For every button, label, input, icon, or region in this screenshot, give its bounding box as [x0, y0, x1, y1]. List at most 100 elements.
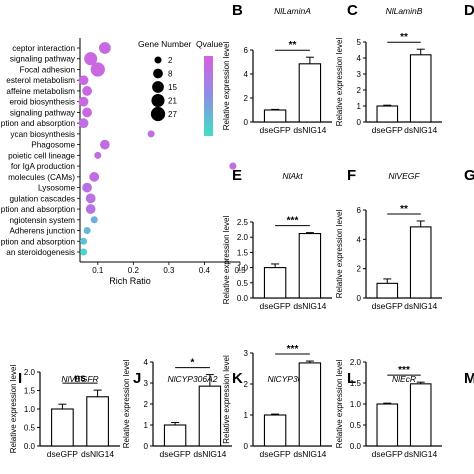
bar-panel-b: B NlLaminA 0 2 4 6 Relative expression level ds…: [222, 2, 332, 135]
y-tick-label: 2.5: [237, 218, 249, 227]
y-axis-label: Relative expression level: [335, 38, 344, 127]
legend-size-dot: [154, 56, 162, 64]
category-label: ption and absorption: [1, 119, 76, 128]
panel-letter: L: [347, 370, 356, 387]
panel-letter: I: [18, 370, 22, 387]
y-tick-label: 5: [357, 38, 362, 47]
enrichment-dot: [80, 237, 88, 245]
bar: [376, 282, 399, 299]
bar: [376, 105, 399, 123]
y-tick-label: 0.5: [237, 279, 249, 288]
panel-letter-cropped: M: [464, 370, 474, 387]
enrichment-dot: [80, 248, 88, 256]
y-tick-label: 3: [144, 379, 149, 388]
x-tick-label: 0.1: [92, 266, 104, 275]
enrichment-dot: [83, 226, 91, 235]
panel-title: NlEcR: [392, 374, 416, 384]
legend-size-label: 27: [168, 110, 177, 119]
y-tick-label: 2: [244, 380, 249, 389]
panel-letter: E: [232, 167, 242, 184]
significance-label: ***: [287, 216, 299, 227]
bar: [409, 226, 432, 299]
category-label: molecules (CAMs): [8, 173, 75, 182]
y-tick-label: 4: [357, 54, 362, 63]
y-tick-label: 2.0: [237, 233, 249, 242]
category-label: signaling pathway: [10, 108, 76, 117]
category-label: esterol metabolism: [6, 76, 75, 85]
y-axis-label: Relative expression level: [122, 360, 131, 449]
enrichment-dot: [85, 193, 96, 204]
bar: [198, 385, 222, 447]
y-axis-label: Relative expression level: [222, 42, 231, 131]
category-label: Focal adhesion: [19, 65, 75, 74]
category-label: dsNlG14: [81, 449, 114, 459]
enrichment-dot: [94, 151, 102, 159]
y-tick-label: 1.5: [24, 387, 36, 396]
y-tick-label: 1: [357, 102, 362, 111]
y-tick-label: 1.5: [350, 379, 362, 388]
y-tick-label: 0: [357, 118, 362, 127]
category-label: eroid biosynthesis: [9, 98, 75, 107]
y-tick-label: 0: [357, 294, 362, 303]
category-label: poietic cell lineage: [8, 151, 75, 160]
y-tick-label: 0.0: [350, 442, 362, 451]
bar-panel-f: F NlVEGF 0 2 4 6 Relative expression level dseG…: [335, 167, 442, 311]
x-tick-label: 0.4: [199, 266, 211, 275]
category-label: ngiotensin system: [9, 216, 75, 225]
bar-panel-l: L NlEcR 0.0 0.5 1.0 1.5 2.0 Relative expression…: [335, 358, 442, 459]
category-label: dseGFP: [372, 125, 404, 135]
y-tick-label: 4: [357, 235, 362, 244]
enrichment-dot: [78, 118, 89, 129]
bar: [86, 396, 109, 447]
category-label: Phagosome: [31, 141, 75, 150]
enrichment-dot: [84, 52, 98, 66]
y-tick-label: 1.0: [24, 405, 36, 414]
category-label: dsNlG14: [293, 449, 326, 459]
bar: [51, 408, 74, 447]
y-tick-label: 0.5: [350, 421, 362, 430]
panel-title: NlCYP306A2: [167, 374, 217, 384]
bar: [263, 414, 287, 447]
bar: [298, 233, 322, 299]
y-tick-label: 2: [244, 94, 249, 103]
y-tick-label: 6: [357, 206, 362, 215]
legend-size-label: 8: [168, 70, 173, 79]
x-tick-label: 0.5: [234, 266, 246, 275]
enrichment-dot: [78, 75, 89, 86]
enrichment-dot: [147, 130, 155, 138]
legend-size-label: 15: [168, 83, 177, 92]
qvalue-colorbar: [204, 56, 213, 136]
y-tick-label: 4: [144, 358, 149, 367]
bar-panels: B NlLaminA 0 2 4 6 Relative expression level ds…: [9, 2, 442, 459]
panel-letter: F: [347, 167, 356, 184]
panel-title: NlCYP302A1: [267, 374, 317, 384]
panel-letter: B: [232, 2, 243, 19]
panel-letter: J: [133, 370, 141, 387]
category-label: ption and absorption: [1, 205, 76, 214]
bar: [163, 424, 187, 447]
legend-size-dot: [151, 93, 165, 108]
category-label: dseGFP: [372, 301, 404, 311]
category-label: an steroidogenesis: [6, 248, 75, 257]
category-label: dsNlG14: [293, 301, 326, 311]
category-label: dsNlG14: [404, 301, 437, 311]
panel-letter: C: [347, 2, 358, 19]
significance-label: ***: [287, 344, 299, 355]
bar: [298, 63, 322, 123]
y-tick-label: 0.0: [237, 294, 249, 303]
legend-size-dot: [152, 81, 164, 93]
significance-label: ns: [74, 373, 86, 384]
category-label: dseGFP: [160, 449, 192, 459]
enrichment-dot: [89, 171, 100, 182]
significance-label: **: [400, 32, 408, 43]
y-axis-label: Relative expression level: [335, 210, 344, 299]
y-tick-label: 2.0: [350, 358, 362, 367]
category-label: affeine metabolism: [6, 87, 75, 96]
category-label: dsNlG14: [293, 125, 326, 135]
y-tick-label: 1: [144, 421, 149, 430]
category-label: Adherens junction: [9, 227, 75, 236]
bar: [409, 54, 432, 123]
category-label: Lysosome: [38, 184, 75, 193]
bar: [263, 267, 287, 299]
